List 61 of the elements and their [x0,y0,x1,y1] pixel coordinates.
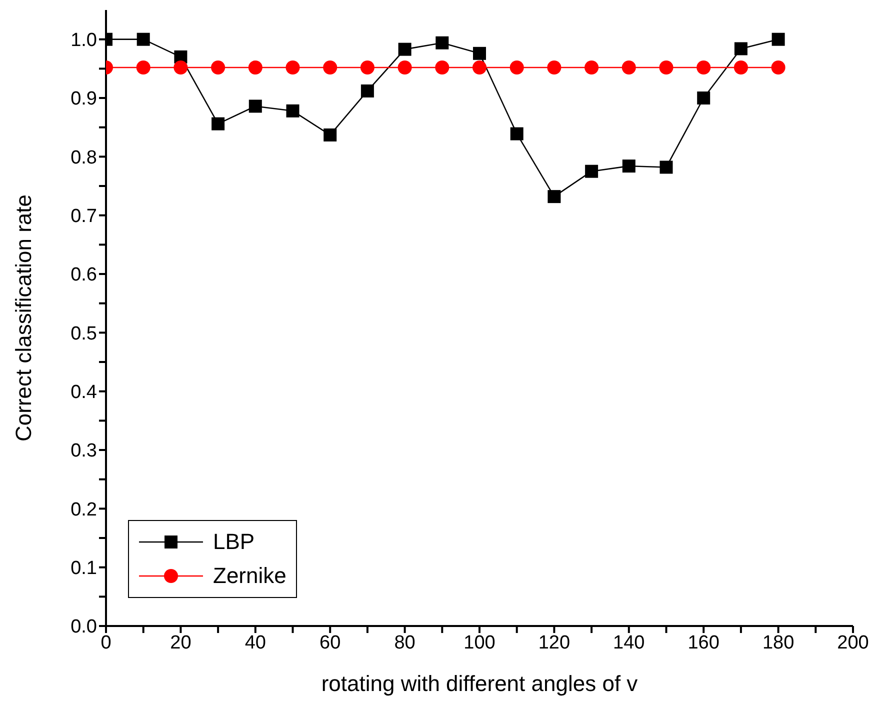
point [398,42,412,56]
point [472,60,486,74]
x-tick-label: 60 [320,632,341,654]
y-tick-label: 0.4 [70,382,98,404]
point [772,32,785,46]
point [360,60,374,74]
x-axis-title: rotating with different angles of v [321,671,638,696]
x-tick-label: 140 [613,632,645,654]
point [510,127,524,140]
legend-label: Zernike [213,563,286,589]
y-tick-label: 0.8 [70,147,97,168]
y-tick-label: 0.6 [70,264,97,286]
point [248,100,262,113]
x-tick-label: 100 [464,632,496,654]
point [547,60,562,74]
y-tick-label: 0.7 [70,206,97,228]
point [174,60,188,74]
point [584,60,599,74]
point [136,60,150,74]
point [286,60,300,74]
point [510,60,524,74]
point [585,164,598,178]
x-tick-label: 180 [762,632,794,654]
point [473,46,486,60]
point [734,60,748,74]
point [286,104,300,118]
point [697,92,710,104]
y-tick-label: 1.0 [70,30,97,52]
point [212,117,225,130]
point [323,60,338,74]
point [136,32,150,46]
y-axis-title: Correct classification rate [10,194,36,442]
point [436,36,449,50]
point [659,60,674,74]
y-tick-label: 0.1 [70,558,97,580]
x-tick-label: 40 [244,632,266,654]
point [398,60,412,74]
point [771,60,786,74]
y-tick-label: 0.5 [70,323,97,344]
point [660,160,673,174]
y-tick-label: 0.0 [70,616,97,638]
legend-label: LBP [213,529,255,555]
y-tick-label: 0.2 [70,499,97,520]
point [360,84,374,98]
point [622,160,636,173]
x-tick-label: 120 [538,632,570,654]
x-tick-label: 200 [837,632,869,654]
point [622,60,636,74]
y-tick-label: 0.9 [70,88,97,110]
point [696,60,711,74]
y-tick-label: 0.3 [70,440,97,462]
x-tick-label: 160 [688,632,720,654]
x-tick-label: 80 [394,632,416,654]
point [435,60,450,74]
point [211,60,226,74]
x-tick-label: 20 [170,632,192,654]
point [734,42,748,56]
point [248,60,262,74]
x-tick-label: 0 [100,632,112,654]
point [324,128,337,142]
point [548,190,561,204]
